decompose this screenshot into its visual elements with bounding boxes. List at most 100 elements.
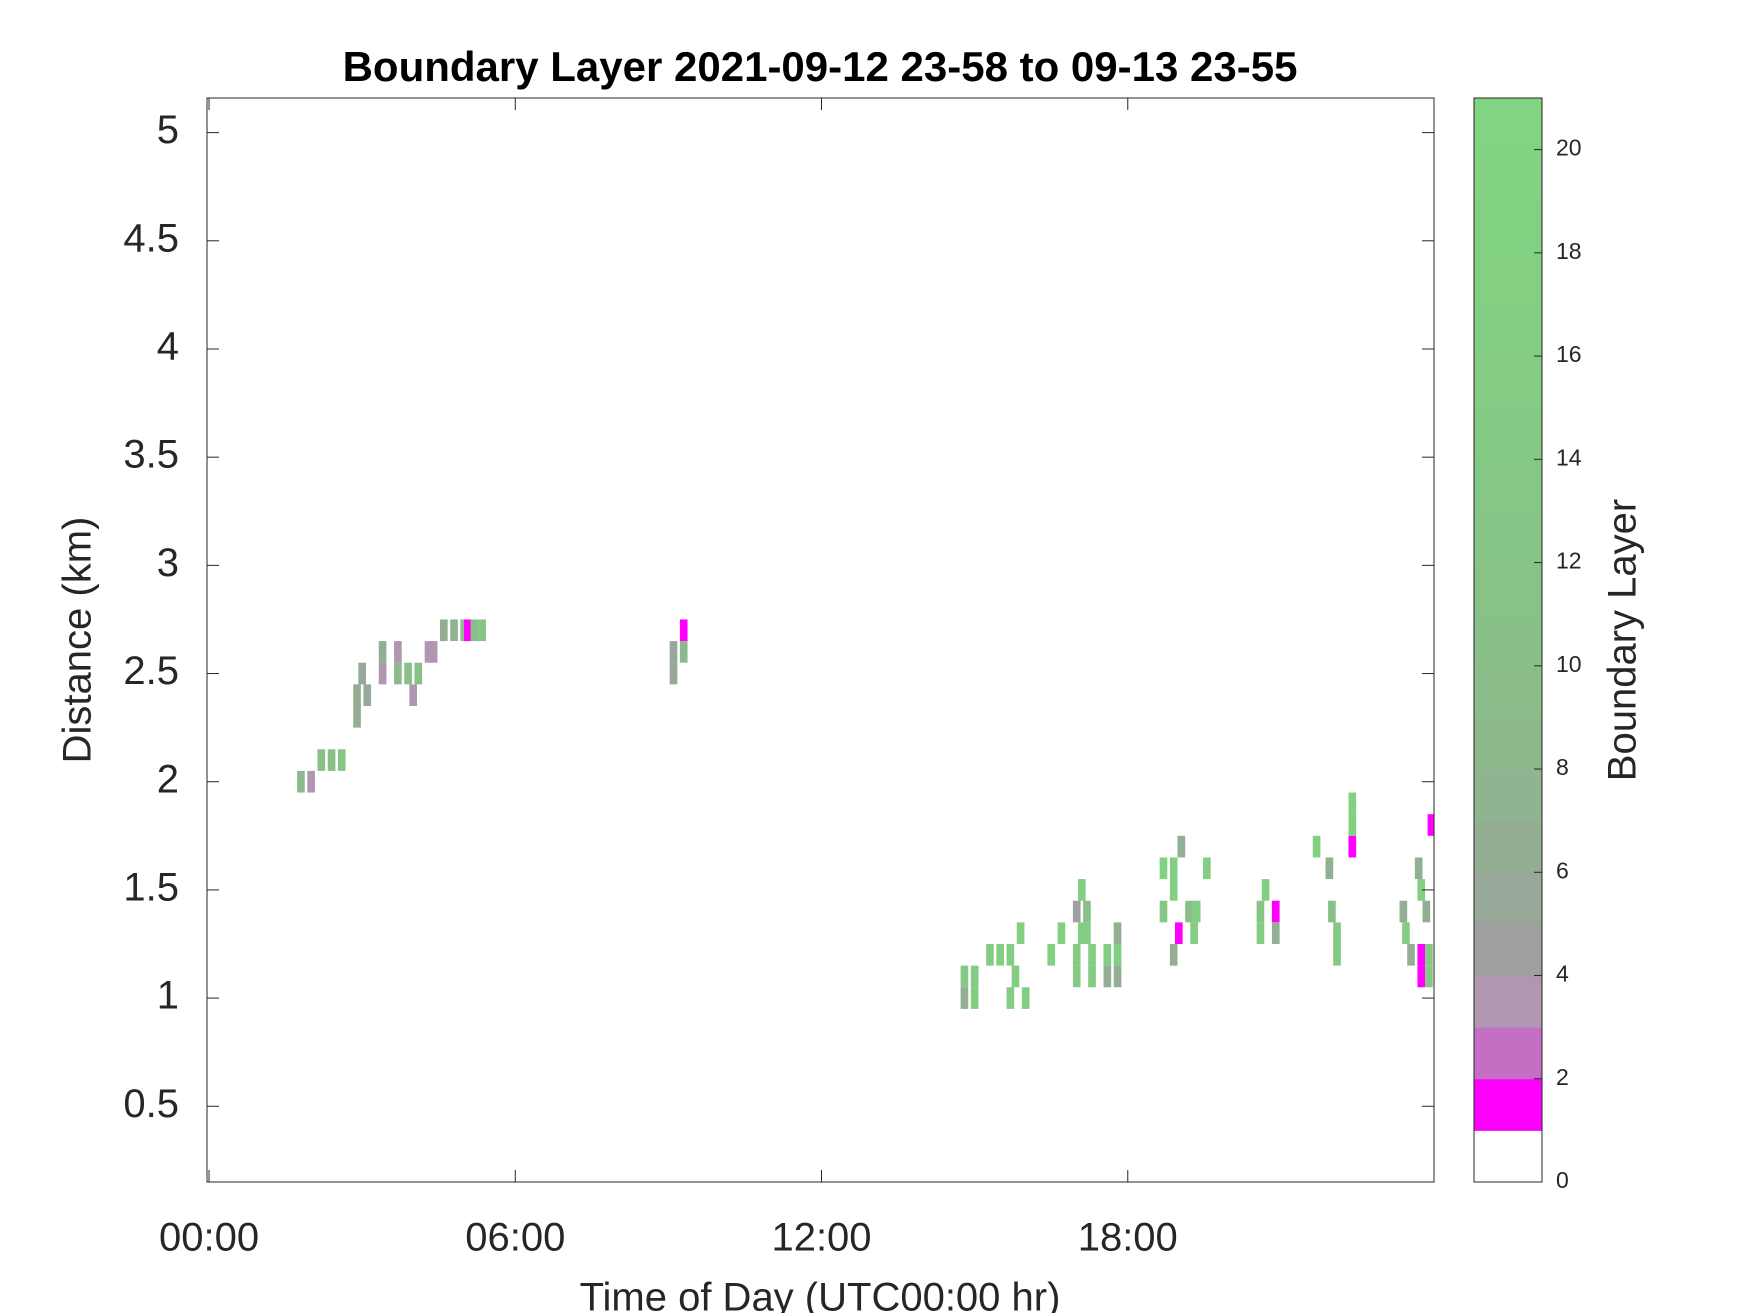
cell [1103,943,1112,966]
cell [450,619,458,642]
cell [1407,943,1415,966]
x-tick-label: 18:00 [1078,1216,1178,1260]
colorbar-tick-label: 20 [1556,135,1582,161]
colorbar-band [1474,923,1542,977]
cell [1113,965,1122,988]
cell [1328,900,1336,923]
y-tick-label: 3.5 [123,433,179,477]
colorbar-band [1474,1027,1542,1080]
x-tick-label: 12:00 [771,1216,871,1260]
colorbar-band [1474,459,1542,512]
cell [1399,900,1408,923]
cell [1011,965,1020,988]
cell [1417,879,1426,901]
cell [1021,987,1030,1009]
cell [363,684,372,706]
x-tick-label: 06:00 [465,1216,565,1260]
cell [1016,922,1025,944]
cell [404,662,412,685]
cell [1174,922,1183,944]
y-tick-label: 0.5 [123,1082,179,1126]
colorbar-band [1474,1078,1542,1131]
cell [970,987,979,1009]
cell [1425,943,1433,966]
colorbar-band [1474,252,1542,305]
heatmap-cells [297,619,1434,1009]
cell [1312,835,1321,858]
cell [1072,943,1081,966]
cell [1348,814,1357,836]
cell [1256,900,1265,923]
cell [1077,922,1086,944]
y-tick-label: 2 [157,757,179,801]
cell [297,770,305,793]
colorbar-band [1474,407,1542,460]
y-tick-label: 1.5 [123,865,179,909]
y-tick-label: 2.5 [123,649,179,693]
cell [1006,987,1015,1009]
cell [1159,900,1168,923]
cell [478,619,486,642]
cell [1402,922,1410,944]
colorbar-tick-label: 8 [1556,754,1569,780]
colorbar-tick-label: 18 [1556,238,1582,264]
cell [1088,965,1096,988]
cell [970,965,979,988]
colorbar-tick-label: 0 [1556,1167,1569,1193]
y-axis-label: Distance (km) [56,517,100,764]
cell [1083,922,1091,944]
y-tick-label: 1 [157,974,179,1018]
cell [1006,943,1015,966]
cell [1103,965,1112,988]
cell [679,641,688,663]
cell [960,987,969,1009]
cell [1417,943,1426,966]
cell [317,749,326,771]
cell [1077,879,1086,901]
cell [669,662,678,685]
cell [669,641,678,663]
cell [1325,857,1334,880]
cell [429,641,438,663]
y-tick-label: 3 [157,541,179,585]
cell [1169,943,1178,966]
colorbar-tick-label: 6 [1556,857,1569,883]
cell [1348,835,1357,858]
cell [1072,900,1081,923]
cell [1203,857,1211,880]
colorbar-band [1474,149,1542,202]
colorbar-band [1474,975,1542,1028]
colorbar-band [1474,562,1542,615]
cell [1192,900,1201,923]
y-tick-label: 4.5 [123,216,179,260]
cell [1113,922,1122,944]
colorbar-tick-label: 16 [1556,341,1582,367]
colorbar-frame [1473,97,1543,1183]
cell [1425,965,1433,988]
cell [1169,879,1178,901]
colorbar-label: Boundary Layer [1601,499,1645,781]
cell [1169,857,1178,880]
cell [358,662,366,685]
cell [1256,922,1265,944]
colorbar-tick-label: 10 [1556,651,1582,677]
cell [996,943,1004,966]
cell [470,619,479,642]
colorbar-tick-label: 12 [1556,548,1582,574]
cell [353,684,361,706]
y-tick-label: 4 [157,325,179,369]
colorbar-tick-label: 14 [1556,444,1582,470]
cell [337,749,346,771]
colorbar-band [1474,717,1542,770]
colorbar-band [1474,201,1542,254]
colorbar-band [1474,820,1542,873]
y-tick-label: 5 [157,108,179,152]
cell [378,662,387,685]
colorbar-band [1474,510,1542,564]
cell [1422,900,1431,923]
colorbar-band [1474,665,1542,718]
cell [439,619,448,642]
cell [1185,900,1193,923]
colorbar-band [1474,614,1542,667]
